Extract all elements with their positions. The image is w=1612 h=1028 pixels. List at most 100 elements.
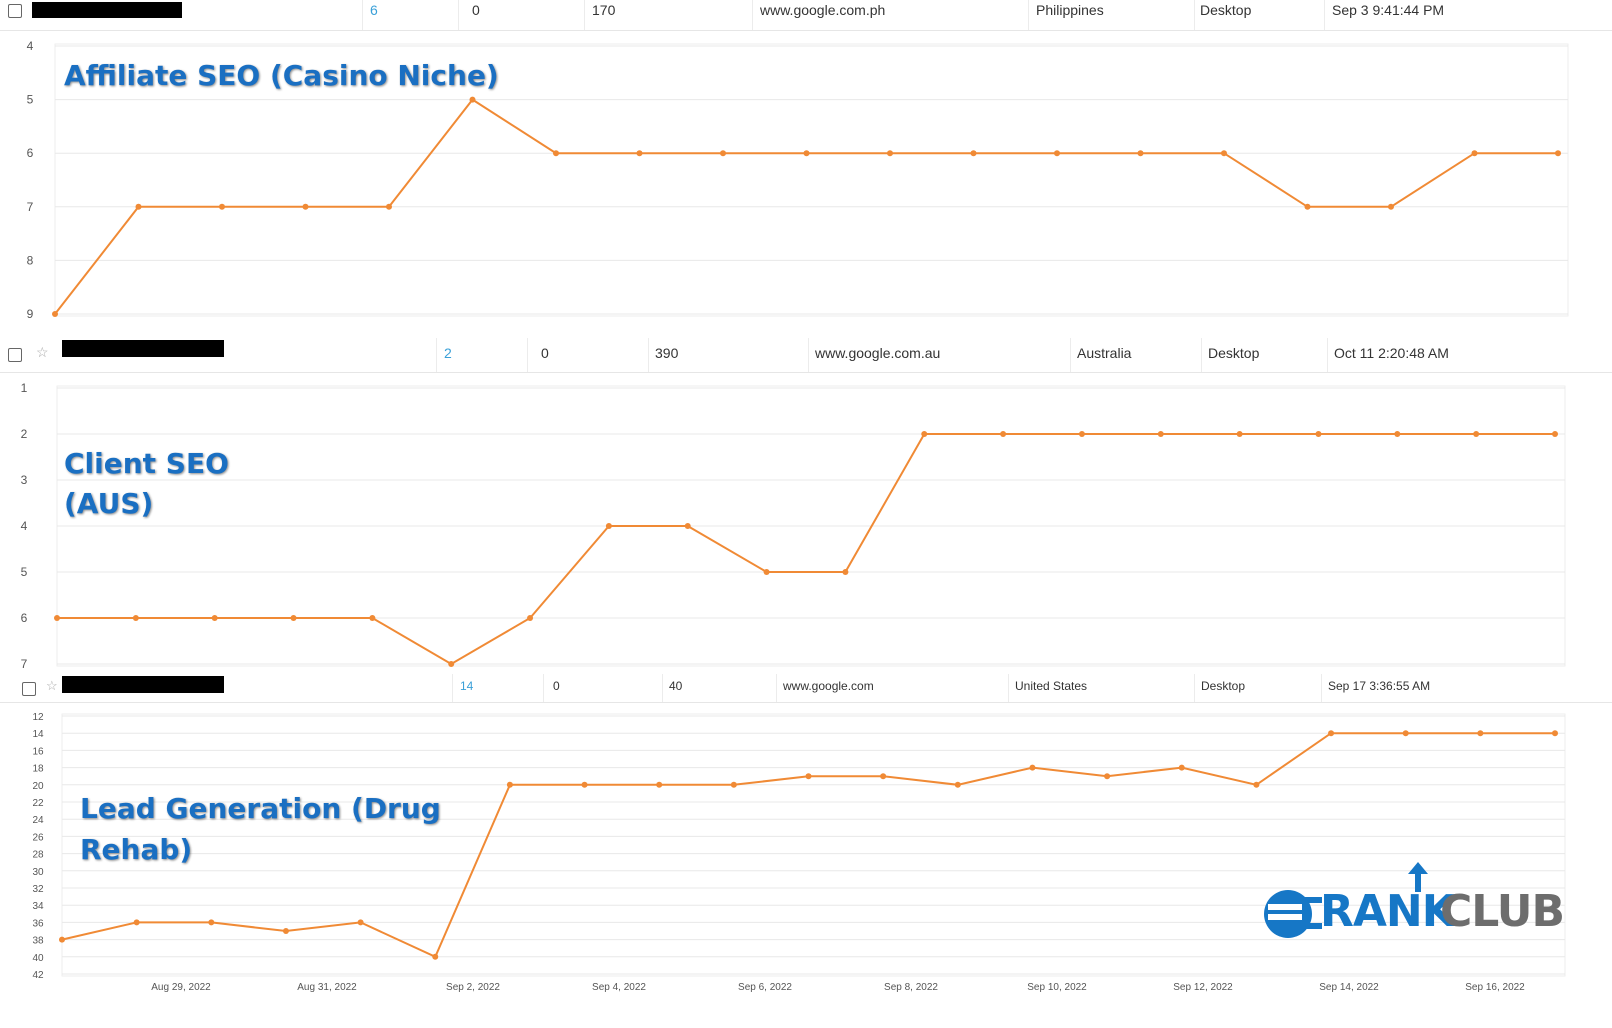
data-point[interactable] [1078,431,1085,437]
rank-value[interactable]: 6 [370,2,378,18]
data-point[interactable] [684,523,691,529]
row-checkbox[interactable] [8,348,22,362]
column-divider [543,674,544,702]
y-tick-label: 4 [27,39,34,53]
data-point[interactable] [469,96,476,103]
device: Desktop [1200,2,1252,18]
data-point[interactable] [1137,150,1144,157]
data-point[interactable] [208,919,215,926]
data-point[interactable] [1029,764,1036,771]
keyword-row-2[interactable]: ☆ 2 0 390 www.google.com.au Australia De… [0,338,1612,373]
favorite-star-icon[interactable]: ☆ [46,678,58,693]
data-point[interactable] [290,615,297,621]
data-point[interactable] [581,781,588,788]
data-point[interactable] [1328,730,1335,737]
y-tick-label: 12 [32,712,44,723]
data-point[interactable] [386,203,392,210]
country: United States [1015,679,1088,693]
y-tick-label: 42 [32,970,44,981]
data-point[interactable] [432,953,439,960]
data-point[interactable] [1552,431,1558,437]
rank-value[interactable]: 2 [444,345,452,361]
data-point[interactable] [656,781,663,788]
y-tick-label: 8 [27,253,34,267]
data-point[interactable] [59,936,65,943]
x-tick-label: Sep 14, 2022 [1319,982,1379,993]
data-point[interactable] [842,569,849,575]
device: Desktop [1208,345,1260,361]
rank-value[interactable]: 14 [460,679,474,693]
data-point[interactable] [527,615,534,621]
data-point[interactable] [970,150,977,157]
last-updated: Oct 11 2:20:48 AM [1334,345,1449,361]
data-point[interactable] [730,781,737,788]
data-point[interactable] [763,569,770,575]
column-divider [362,0,363,30]
keyword-row-1[interactable]: 6 0 170 www.google.com.ph Philippines De… [0,0,1612,31]
redacted-keyword [32,2,182,18]
y-tick-label: 34 [32,901,44,912]
data-point[interactable] [219,203,225,210]
data-point[interactable] [1253,781,1260,788]
data-point[interactable] [302,203,309,210]
data-point[interactable] [1315,431,1322,437]
data-point[interactable] [1054,150,1060,157]
x-tick-label: Sep 10, 2022 [1027,982,1087,993]
data-point[interactable] [954,781,961,788]
country: Philippines [1036,2,1104,18]
column-divider [1194,674,1195,702]
chart-title-line: Affiliate SEO (Casino Niche) [64,59,499,92]
column-divider [527,338,528,372]
data-point[interactable] [921,431,928,437]
data-point[interactable] [132,615,139,621]
data-point[interactable] [1477,730,1484,737]
keyword-row-3[interactable]: ☆ 14 0 40 www.google.com United States D… [0,674,1612,703]
rankclub-logo-icon [1264,890,1322,938]
data-point[interactable] [605,523,612,529]
data-point[interactable] [880,773,887,780]
data-point[interactable] [135,203,142,210]
data-point[interactable] [1178,764,1185,771]
x-tick-label: Aug 29, 2022 [151,982,211,993]
y-tick-label: 24 [32,815,44,826]
row-checkbox[interactable] [22,682,36,696]
search-engine: www.google.com.ph [760,2,886,18]
row-checkbox[interactable] [8,4,22,18]
data-point[interactable] [1221,150,1227,157]
data-point[interactable] [1552,730,1558,737]
data-point[interactable] [636,150,643,157]
data-point[interactable] [1157,431,1164,437]
data-point[interactable] [1000,431,1007,437]
data-point[interactable] [1394,431,1401,437]
data-point[interactable] [357,919,364,926]
data-point[interactable] [1388,203,1394,210]
favorite-star-icon[interactable]: ☆ [36,344,49,360]
data-point[interactable] [52,311,58,317]
data-point[interactable] [1402,730,1409,737]
data-point[interactable] [54,615,60,621]
last-updated: Sep 3 9:41:44 PM [1332,2,1445,18]
data-point[interactable] [803,150,810,157]
data-point[interactable] [133,919,140,926]
data-point[interactable] [1473,431,1480,437]
data-point[interactable] [720,150,726,157]
data-point[interactable] [553,150,559,157]
data-point[interactable] [1104,773,1111,780]
data-point[interactable] [506,781,513,788]
data-point[interactable] [1304,203,1311,210]
data-point[interactable] [1236,431,1243,437]
y-tick-label: 26 [32,832,44,843]
data-point[interactable] [282,928,289,934]
data-point[interactable] [211,615,218,621]
data-point[interactable] [805,773,812,780]
data-point[interactable] [1555,150,1561,157]
data-point[interactable] [1471,150,1478,157]
search-volume: 390 [655,345,679,361]
chart-title-affiliate: Affiliate SEO (Casino Niche) [64,58,499,93]
data-point[interactable] [448,661,455,667]
data-point[interactable] [887,150,893,157]
column-divider [1321,674,1322,702]
y-tick-label: 28 [32,850,44,861]
chart-title-client: Client SEO (AUS) [64,444,229,524]
data-point[interactable] [369,615,376,621]
